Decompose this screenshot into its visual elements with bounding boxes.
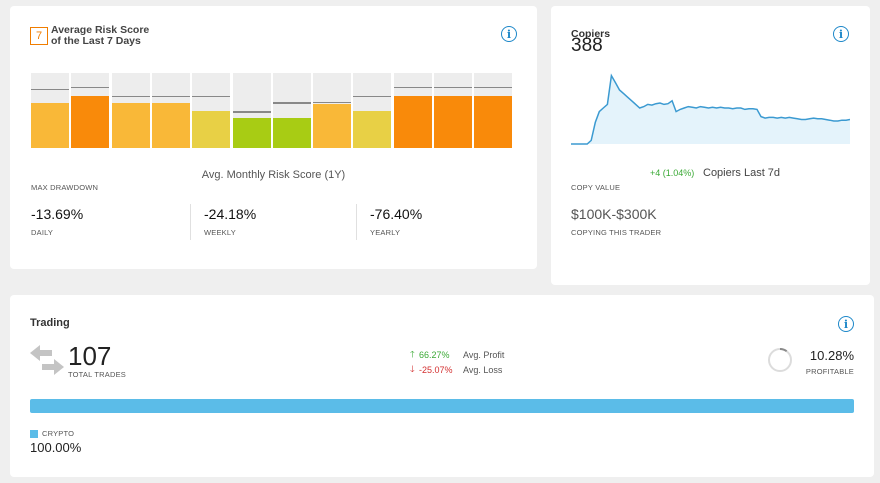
risk-bar — [111, 73, 150, 148]
risk-bar-fill — [71, 96, 110, 148]
copy-value: $100K-$300K — [571, 206, 657, 222]
risk-bar-marker — [434, 86, 472, 88]
divider — [190, 204, 191, 240]
risk-bar — [434, 73, 472, 148]
copy-value-title: COPY VALUE — [571, 183, 621, 192]
drawdown-value: -13.69% — [31, 206, 84, 222]
avg-profit-pct: 66.27% — [419, 350, 450, 360]
drawdown-daily: -13.69% DAILY — [31, 206, 83, 241]
asset-pct: 100.00% — [30, 440, 82, 455]
copying-label: COPYING THIS TRADER — [571, 228, 662, 237]
avg-loss-row: 🡓 -25.07% Avg. Loss — [410, 362, 502, 378]
avg-loss-label: Avg. Loss — [463, 365, 503, 375]
profitable-pct: 10.28% — [809, 348, 854, 363]
drawdown-weekly: -24.18% WEEKLY — [204, 206, 256, 241]
copiers-trend-line — [571, 73, 850, 145]
copiers-trend-area — [571, 75, 850, 144]
drawdown-label: DAILY — [31, 228, 54, 237]
info-icon[interactable]: i — [838, 316, 854, 332]
risk-score-card: 7 Average Risk Score of the Last 7 Days … — [10, 6, 537, 269]
risk-bar-marker — [313, 101, 352, 103]
arrow-down-icon: 🡓 — [410, 364, 415, 374]
info-icon[interactable]: i — [833, 26, 849, 42]
risk-bar-fill — [434, 96, 472, 148]
copiers-count: 388 — [571, 35, 603, 56]
risk-bar-marker — [474, 86, 513, 88]
avg-monthly-risk-label: Avg. Monthly Risk Score (1Y) — [201, 169, 346, 181]
risk-bar-marker — [393, 86, 432, 88]
risk-score-title: Average Risk Score of the Last 7 Days — [51, 24, 150, 47]
copiers-trend-chart — [571, 73, 850, 145]
risk-bar-fill — [474, 96, 513, 148]
risk-bar — [353, 73, 392, 148]
risk-bar-marker — [71, 86, 110, 88]
drawdown-value: -24.18% — [204, 206, 257, 222]
copiers-card: Copiers 388 i +4 (1.04%) Copiers Last 7d… — [551, 6, 870, 285]
risk-bar-fill — [31, 103, 69, 148]
risk-bar-marker — [232, 111, 271, 113]
avg-loss-pct: -25.07% — [419, 365, 453, 375]
copiers-change-label: Copiers Last 7d — [703, 167, 781, 179]
asset-allocation-bar — [30, 399, 854, 413]
copiers-change: +4 (1.04%) — [650, 168, 695, 178]
risk-bar — [192, 73, 231, 148]
avg-profit-row: 🡑 66.27% Avg. Profit — [410, 347, 504, 363]
risk-bar — [393, 73, 432, 148]
risk-bar — [232, 73, 271, 148]
avg-profit-label: Avg. Profit — [463, 350, 505, 360]
total-trades-value: 107 — [68, 341, 112, 371]
total-trades-label: TOTAL TRADES — [68, 370, 126, 379]
asset-label: CRYPTO — [42, 429, 75, 438]
drawdown-label: YEARLY — [370, 228, 401, 237]
trading-title: Trading — [30, 317, 70, 329]
drawdown-label: WEEKLY — [204, 228, 236, 237]
profitable-ring-arc — [768, 348, 792, 372]
risk-score-badge: 7 — [30, 27, 48, 45]
risk-bar-fill — [192, 111, 231, 148]
risk-bar — [272, 73, 311, 148]
risk-bar-fill — [272, 118, 311, 148]
risk-bar-fill — [151, 103, 190, 148]
risk-bar — [474, 73, 513, 148]
risk-bar — [151, 73, 190, 148]
risk-bar — [71, 73, 110, 148]
divider — [356, 204, 357, 240]
monthly-risk-bars — [31, 72, 515, 148]
copiers-title: Copiers — [571, 28, 611, 40]
arrow-up-icon: 🡑 — [410, 349, 415, 359]
risk-bar-marker — [192, 95, 231, 97]
max-drawdown-title: MAX DRAWDOWN — [31, 183, 99, 192]
risk-bar-fill — [232, 118, 271, 148]
risk-bar — [313, 73, 352, 148]
profitable-ring — [768, 348, 792, 372]
asset-legend-crypto: CRYPTO — [30, 429, 74, 438]
risk-bar-marker — [353, 95, 392, 97]
risk-bar-fill — [393, 96, 432, 148]
crypto-swatch — [30, 429, 38, 438]
risk-bar-fill — [111, 103, 150, 148]
drawdown-value: -76.40% — [370, 206, 423, 222]
risk-bar-fill — [353, 111, 392, 148]
risk-bar-fill — [313, 103, 352, 148]
profitable-label: PROFITABLE — [805, 367, 854, 376]
risk-bar-marker — [151, 95, 190, 97]
risk-bar-marker — [31, 88, 69, 91]
risk-bar-marker — [272, 102, 311, 104]
drawdown-yearly: -76.40% YEARLY — [370, 206, 422, 241]
risk-bar-marker — [111, 95, 150, 97]
swap-arrows-icon — [30, 345, 64, 375]
trading-card: Trading i 107 TOTAL TRADES 🡑 66.27% Avg.… — [10, 295, 874, 477]
info-icon[interactable]: i — [501, 26, 517, 42]
risk-bar — [31, 73, 69, 148]
